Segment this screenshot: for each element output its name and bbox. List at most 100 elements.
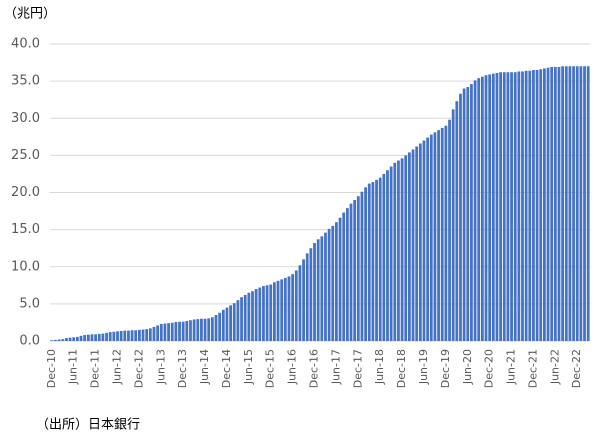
bar	[473, 80, 477, 341]
x-tick-label: Jun-19	[417, 349, 430, 385]
bar	[148, 328, 152, 341]
bar	[276, 280, 280, 341]
bar	[196, 319, 200, 341]
bar	[459, 93, 462, 341]
bar	[495, 72, 499, 342]
x-tick-label: Dec-10	[45, 349, 58, 388]
bar	[112, 331, 116, 341]
bar	[338, 217, 342, 341]
bar	[309, 248, 313, 341]
y-tick-label: 40.0	[11, 37, 40, 52]
bar	[415, 146, 419, 341]
x-tick-label: Jun-17	[329, 349, 342, 385]
bar	[254, 289, 258, 341]
bar	[79, 335, 83, 341]
bar	[331, 225, 335, 341]
bar	[371, 182, 375, 341]
bar	[356, 196, 360, 341]
bar	[316, 239, 320, 341]
bar	[221, 309, 225, 341]
bar	[418, 143, 422, 341]
bar	[367, 183, 371, 341]
y-tick-label: 35.0	[11, 74, 40, 89]
bar	[389, 166, 393, 341]
bar	[265, 285, 269, 341]
bar	[437, 130, 440, 341]
bar	[68, 337, 72, 341]
bar	[327, 228, 331, 341]
x-tick-label: Jun-21	[505, 349, 518, 385]
bar	[181, 321, 185, 341]
bar	[342, 212, 346, 341]
x-tick-label: Dec-16	[308, 349, 321, 388]
y-tick-label: 30.0	[11, 111, 40, 126]
bar	[429, 134, 433, 341]
bar	[400, 158, 404, 341]
bar	[247, 292, 251, 341]
x-tick-label: Dec-11	[89, 349, 102, 388]
bar	[189, 320, 192, 341]
bar	[97, 333, 101, 341]
y-tick-label: 0.0	[19, 334, 40, 349]
bar	[178, 321, 181, 341]
bar	[320, 236, 324, 341]
bar	[411, 149, 415, 341]
bar	[470, 84, 473, 341]
bar	[579, 66, 583, 342]
bar	[378, 177, 382, 341]
y-axis-unit: （兆円）	[4, 7, 56, 22]
bar	[480, 76, 484, 342]
bar	[586, 66, 590, 342]
bar	[108, 332, 112, 341]
x-tick-label: Jun-13	[154, 349, 167, 385]
bar	[499, 72, 502, 341]
bar	[583, 66, 586, 342]
bar	[225, 307, 229, 341]
bar	[524, 70, 528, 341]
bar	[513, 72, 517, 341]
bar	[455, 101, 459, 341]
x-tick-label: Dec-12	[132, 349, 145, 388]
x-tick-label: Dec-13	[176, 349, 189, 388]
bar	[236, 300, 240, 341]
x-tick-label: Dec-14	[220, 349, 233, 388]
bar	[138, 329, 141, 341]
y-tick-label: 15.0	[11, 222, 40, 237]
bar	[302, 259, 305, 341]
bar	[159, 323, 163, 341]
source-note: （出所）日本銀行	[36, 418, 140, 433]
bar	[517, 71, 521, 341]
bar	[557, 67, 561, 341]
x-tick-label: Dec-21	[526, 349, 539, 388]
bar	[174, 322, 178, 341]
bar	[185, 320, 189, 341]
bar	[404, 155, 408, 341]
bar	[568, 66, 572, 342]
x-tick-label: Dec-20	[483, 349, 496, 388]
y-tick-label: 10.0	[11, 259, 40, 274]
y-tick-label: 5.0	[19, 296, 40, 311]
bar	[200, 318, 203, 341]
bar	[105, 332, 108, 341]
x-tick-label: Dec-18	[395, 349, 408, 388]
bar	[550, 67, 554, 341]
x-tick-label: Dec-17	[351, 349, 364, 388]
bar	[553, 67, 557, 341]
bar	[539, 69, 543, 342]
bar	[382, 173, 386, 341]
bar	[564, 66, 568, 342]
bar	[269, 284, 273, 341]
bar	[543, 68, 546, 341]
bar	[335, 222, 338, 341]
bar	[163, 323, 167, 341]
bar	[130, 330, 134, 341]
bar	[123, 330, 127, 341]
bar	[349, 203, 353, 341]
bar	[360, 191, 364, 341]
bar	[528, 70, 532, 341]
bar	[575, 66, 579, 342]
bar	[75, 336, 79, 341]
bar	[258, 287, 262, 341]
bar	[375, 179, 378, 341]
bar	[283, 277, 287, 341]
